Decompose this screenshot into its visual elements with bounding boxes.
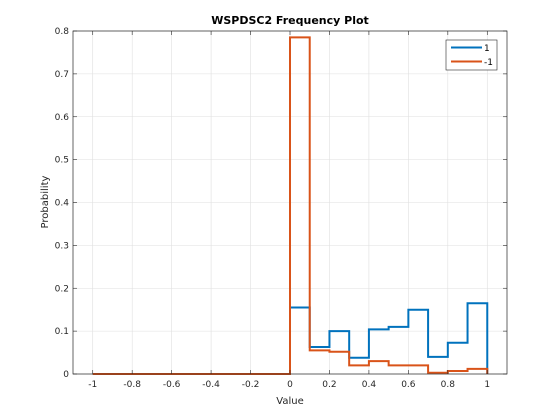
x-tick-label: 0 xyxy=(287,380,293,390)
x-tick-label: 1 xyxy=(484,380,490,390)
y-tick-label: 0.8 xyxy=(55,27,70,37)
y-tick-label: 0 xyxy=(63,370,69,380)
legend-label-series-2: -1 xyxy=(484,58,493,68)
chart-title: WSPDSC2 Frequency Plot xyxy=(211,14,369,27)
y-tick-label: 0.6 xyxy=(55,113,70,123)
y-axis-label: Probability xyxy=(40,175,51,228)
y-tick-label: 0.4 xyxy=(55,199,70,209)
y-tick-label: 0.5 xyxy=(55,156,69,166)
x-tick-label: 0.8 xyxy=(441,380,456,390)
x-tick-label: -0.6 xyxy=(163,380,181,390)
x-tick-label: -0.4 xyxy=(202,380,220,390)
x-tick-label: 0.4 xyxy=(362,380,377,390)
x-tick-label: 0.2 xyxy=(322,380,336,390)
legend-box xyxy=(445,39,498,71)
x-tick-label: -0.8 xyxy=(123,380,141,390)
x-tick-label: 0.6 xyxy=(401,380,416,390)
legend: 1 -1 xyxy=(445,39,498,71)
y-tick-label: 0.7 xyxy=(55,70,69,80)
y-tick-label: 0.2 xyxy=(55,284,69,294)
legend-label-series-1: 1 xyxy=(484,44,490,54)
x-axis-label: Value xyxy=(276,396,303,407)
y-tick-label: 0.1 xyxy=(55,327,69,337)
x-tick-label: -0.2 xyxy=(242,380,260,390)
y-tick-label: 0.3 xyxy=(55,241,69,251)
axis-ticks: -1 -0.8 -0.6 -0.4 -0.2 0 0.2 0.4 0.6 0.8 1 0 0.1 0.2 0… xyxy=(55,27,507,390)
x-tick-label: -1 xyxy=(88,380,97,390)
